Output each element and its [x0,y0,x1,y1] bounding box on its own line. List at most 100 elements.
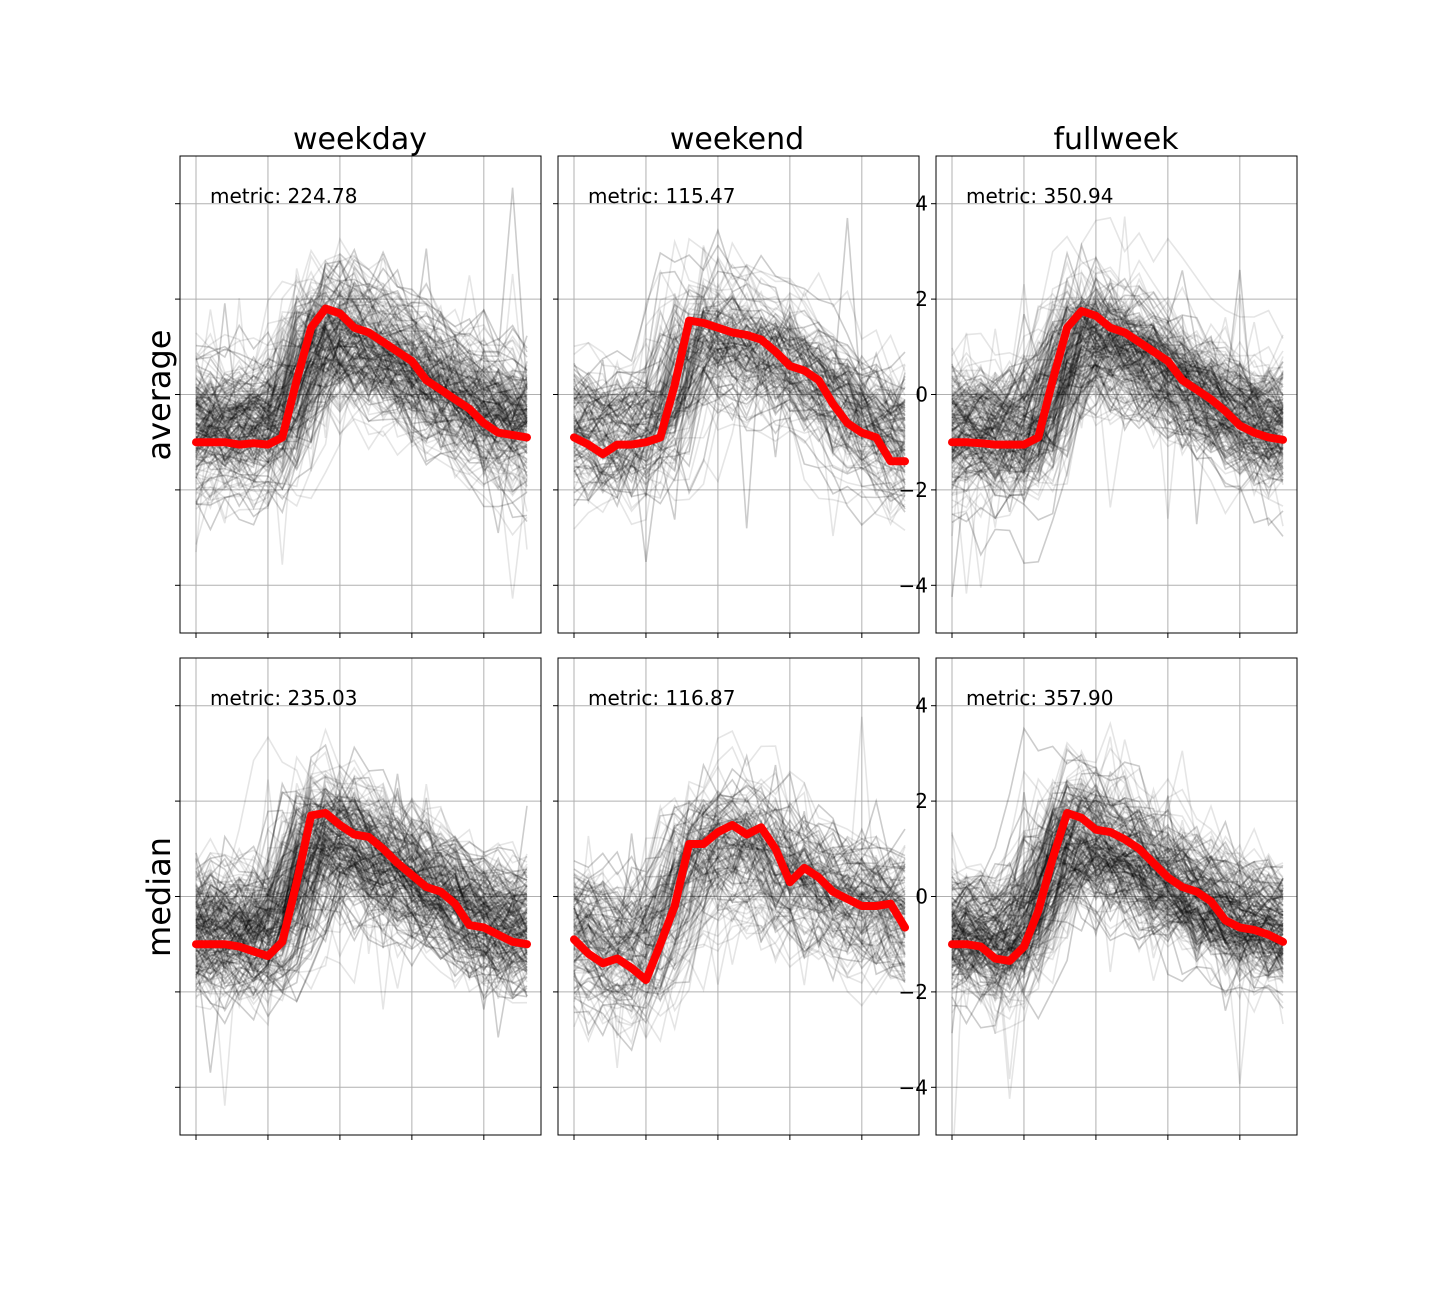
panels: metric: 224.78 metric: 115.47 4 2 0 −2 −4 metri… [175,155,1298,1140]
background-trace [951,309,1284,434]
background-trace [573,789,906,927]
background-trace [195,853,528,972]
background-trace [951,854,1284,981]
background-trace [951,290,1284,468]
background-trace [951,317,1284,438]
background-trace [573,377,906,494]
background-trace [573,818,906,975]
background-trace [195,845,528,982]
background-trace [195,857,528,978]
background-trace [951,407,1284,473]
background-trace [951,801,1284,1009]
background-trace [951,847,1284,1035]
background-trace [573,795,906,943]
background-trace [573,812,906,981]
background-trace [951,308,1284,421]
background-trace [573,806,906,964]
background-trace [195,873,528,972]
background-trace [951,337,1284,403]
background-trace [195,858,528,926]
background-trace [195,832,528,932]
background-trace [195,840,528,970]
background-trace [195,340,528,495]
background-trace [951,331,1284,468]
background-trace [951,845,1284,958]
background-trace [951,763,1284,964]
background-trace [951,324,1284,457]
metric-annotation: metric: 357.90 [966,686,1113,710]
background-trace [951,830,1284,969]
background-trace [951,336,1284,427]
background-trace [195,335,528,467]
background-trace [573,308,906,435]
grid [180,156,541,633]
background-trace [195,311,528,418]
background-trace [951,323,1284,498]
background-trace [951,355,1284,494]
background-series [573,716,906,1068]
background-trace [195,292,528,453]
background-trace [195,283,528,435]
background-trace [951,371,1284,451]
background-trace [195,321,528,420]
background-trace [573,241,906,447]
background-trace [951,347,1284,458]
background-trace [573,310,906,420]
background-trace [951,783,1284,948]
background-trace [195,776,528,956]
background-trace [951,775,1284,977]
background-trace [951,831,1284,972]
background-trace [573,310,906,446]
background-trace [195,830,528,967]
background-trace [573,824,906,924]
background-trace [951,277,1284,432]
background-trace [195,814,528,955]
background-trace [951,310,1284,505]
background-trace [573,813,906,1039]
background-trace [951,880,1284,1023]
background-trace [195,304,528,415]
background-trace [951,325,1284,433]
background-trace [195,333,528,487]
background-trace [195,310,528,444]
background-trace [951,783,1284,960]
background-trace [195,827,528,923]
background-trace [951,799,1284,981]
background-trace [195,800,528,940]
background-trace [951,820,1284,936]
background-trace [951,759,1284,914]
background-trace [195,854,528,971]
background-trace [573,819,906,1000]
background-trace [195,314,528,420]
background-trace [573,274,906,420]
background-trace [195,809,528,963]
background-trace [573,854,906,1009]
background-trace [951,323,1284,483]
background-trace [951,744,1284,947]
background-trace [195,356,528,450]
background-trace [573,842,906,948]
background-trace [573,770,906,946]
background-trace [195,263,528,425]
background-trace [951,792,1284,980]
background-trace [195,787,528,945]
panel-median-weekend: metric: 116.87 [553,657,920,1140]
background-trace [195,331,528,441]
background-trace [195,901,528,1001]
background-trace [573,282,906,464]
background-trace [195,792,528,923]
background-trace [195,838,528,934]
background-trace [951,341,1284,465]
background-trace [951,333,1284,493]
background-trace [195,766,528,914]
background-trace [951,833,1284,1000]
background-trace [573,797,906,964]
background-trace [951,842,1284,957]
background-trace [195,841,528,922]
background-trace [951,845,1284,922]
background-trace [195,792,528,955]
background-trace [195,270,528,408]
background-trace [195,820,528,941]
y-tick-label: 4 [915,192,928,216]
background-trace [195,780,528,949]
